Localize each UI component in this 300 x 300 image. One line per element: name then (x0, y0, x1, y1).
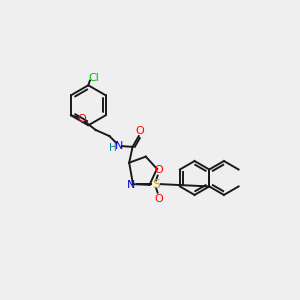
Text: H: H (110, 143, 117, 153)
Text: O: O (154, 194, 163, 204)
Text: O: O (135, 126, 144, 136)
Text: N: N (127, 180, 136, 190)
Text: O: O (77, 114, 86, 124)
Text: S: S (152, 178, 160, 190)
Text: O: O (154, 164, 163, 175)
Text: N: N (115, 141, 124, 151)
Text: Cl: Cl (88, 73, 99, 82)
